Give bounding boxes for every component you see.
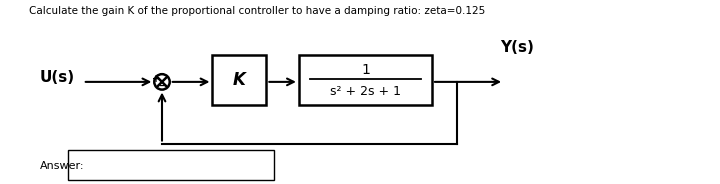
Bar <box>212 55 266 105</box>
Bar <box>299 55 432 105</box>
Text: Answer:: Answer: <box>40 161 84 171</box>
Text: +: + <box>152 74 161 84</box>
Text: 1: 1 <box>361 63 370 77</box>
Bar <box>68 150 274 180</box>
Text: −: − <box>158 80 167 90</box>
Text: s² + 2s + 1: s² + 2s + 1 <box>330 85 401 98</box>
Text: Calculate the gain K of the proportional controller to have a damping ratio: zet: Calculate the gain K of the proportional… <box>29 6 485 15</box>
Text: K: K <box>233 71 246 89</box>
Text: U(s): U(s) <box>40 70 75 85</box>
Text: Y(s): Y(s) <box>500 40 534 55</box>
